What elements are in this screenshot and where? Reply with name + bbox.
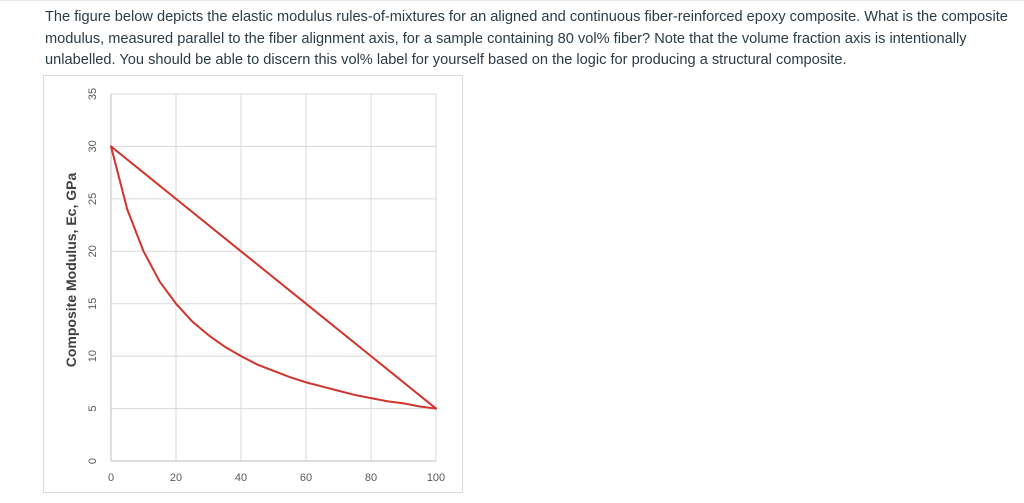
y-tick-label: 35 [87, 88, 99, 100]
y-tick-label: 25 [87, 193, 99, 205]
x-tick-label: 100 [427, 472, 445, 484]
top-divider [0, 0, 1024, 1]
x-tick-label: 60 [300, 472, 312, 484]
x-tick-label: 80 [365, 472, 377, 484]
y-tick-label: 0 [87, 458, 99, 464]
series-line-2 [110, 145, 437, 410]
chart-frame: 0 20 40 60 80 100 0 5 10 15 20 25 30 35 [43, 75, 463, 493]
y-tick-label: 20 [87, 245, 99, 257]
y-tick-label: 10 [87, 350, 99, 362]
y-axis-label: Composite Modulus, Ec, GPa [63, 172, 79, 368]
question-text: The figure below depicts the elastic mod… [45, 9, 1008, 68]
x-tick-label: 0 [108, 472, 114, 484]
modulus-chart: 0 20 40 60 80 100 0 5 10 15 20 25 30 35 [87, 88, 445, 484]
x-tick-label: 40 [235, 472, 247, 484]
y-tick-label: 5 [87, 406, 99, 412]
y-tick-label: 30 [87, 140, 99, 152]
y-tick-label: 15 [87, 298, 99, 310]
series-line-1 [110, 145, 437, 410]
x-tick-label: 20 [170, 472, 182, 484]
